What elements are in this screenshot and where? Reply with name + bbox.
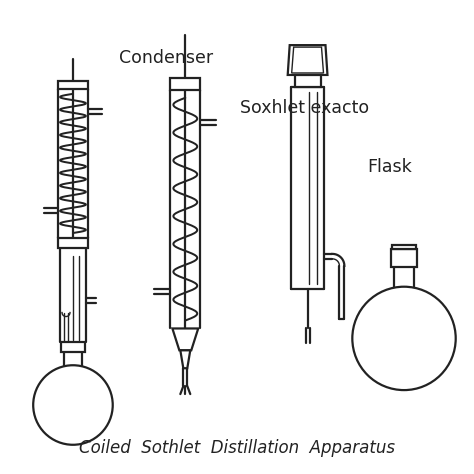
Bar — [58, 81, 88, 89]
Polygon shape — [288, 45, 328, 75]
Polygon shape — [180, 350, 190, 368]
Polygon shape — [292, 47, 323, 73]
Bar — [61, 342, 85, 352]
Bar — [392, 245, 416, 249]
Bar — [295, 75, 320, 87]
Text: Flask: Flask — [367, 158, 412, 176]
Bar — [58, 238, 88, 248]
Text: Coiled  Sothlet  Distillation  Apparatus: Coiled Sothlet Distillation Apparatus — [79, 439, 395, 457]
Bar — [170, 78, 200, 90]
Text: Condenser: Condenser — [118, 49, 213, 67]
Circle shape — [352, 287, 456, 390]
Circle shape — [33, 365, 113, 445]
Polygon shape — [173, 328, 198, 350]
Bar — [391, 249, 417, 267]
Text: Soxhlet exacto: Soxhlet exacto — [240, 99, 369, 117]
